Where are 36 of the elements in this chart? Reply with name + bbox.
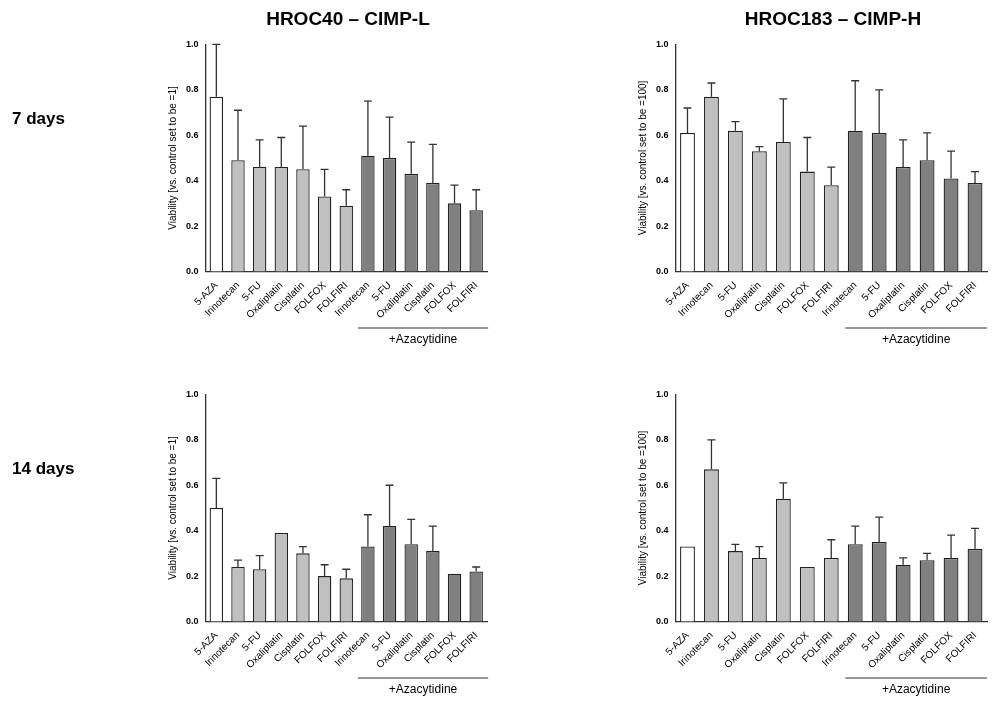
y-axis-title: Viability [vs. control set to be =1] <box>166 435 178 580</box>
text: 0.0 <box>656 265 669 276</box>
text: 0.0 <box>186 615 199 626</box>
text: +Azacytidine <box>388 682 458 697</box>
y-tick-label: 0.8 <box>656 434 669 445</box>
y-tick-label: 0.8 <box>186 84 199 95</box>
text: 1.0 <box>186 388 199 399</box>
chart-title: HROC183 – CIMP-H <box>743 8 923 31</box>
y-tick-label: 0.6 <box>186 479 199 490</box>
text: 1.0 <box>656 38 669 49</box>
text: 7 days <box>12 109 65 129</box>
y-tick-label: 0.2 <box>186 570 199 581</box>
y-tick-label: 0.6 <box>656 129 669 140</box>
text: 0.0 <box>186 265 199 276</box>
y-tick-label: 0.8 <box>186 434 199 445</box>
y-axis-title: Viability [vs. control set to be =100] <box>636 80 648 236</box>
text: 14 days <box>12 459 75 479</box>
text: 0.0 <box>656 615 669 626</box>
text: +Azacytidine <box>881 682 951 697</box>
y-tick-label: 0.8 <box>656 84 669 95</box>
chart-title: HROC40 – CIMP-L <box>265 8 431 31</box>
text: 1.0 <box>186 38 199 49</box>
y-tick-label: 0.2 <box>186 220 199 231</box>
y-tick-label: 0.2 <box>656 220 669 231</box>
text: 1.0 <box>656 388 669 399</box>
y-tick-label: 0.4 <box>186 175 199 186</box>
y-axis-title: Viability [vs. control set to be =100] <box>636 430 648 586</box>
y-tick-label: 0.2 <box>656 570 669 581</box>
y-axis-title: Viability [vs. control set to be =1] <box>166 85 178 230</box>
y-tick-label: 0.6 <box>186 129 199 140</box>
y-tick-label: 0.4 <box>186 525 199 536</box>
y-tick-label: 0.4 <box>656 175 669 186</box>
y-tick-label: 0.4 <box>656 525 669 536</box>
y-tick-label: 0.6 <box>656 479 669 490</box>
text: +Azacytidine <box>388 332 458 347</box>
text: +Azacytidine <box>881 332 951 347</box>
